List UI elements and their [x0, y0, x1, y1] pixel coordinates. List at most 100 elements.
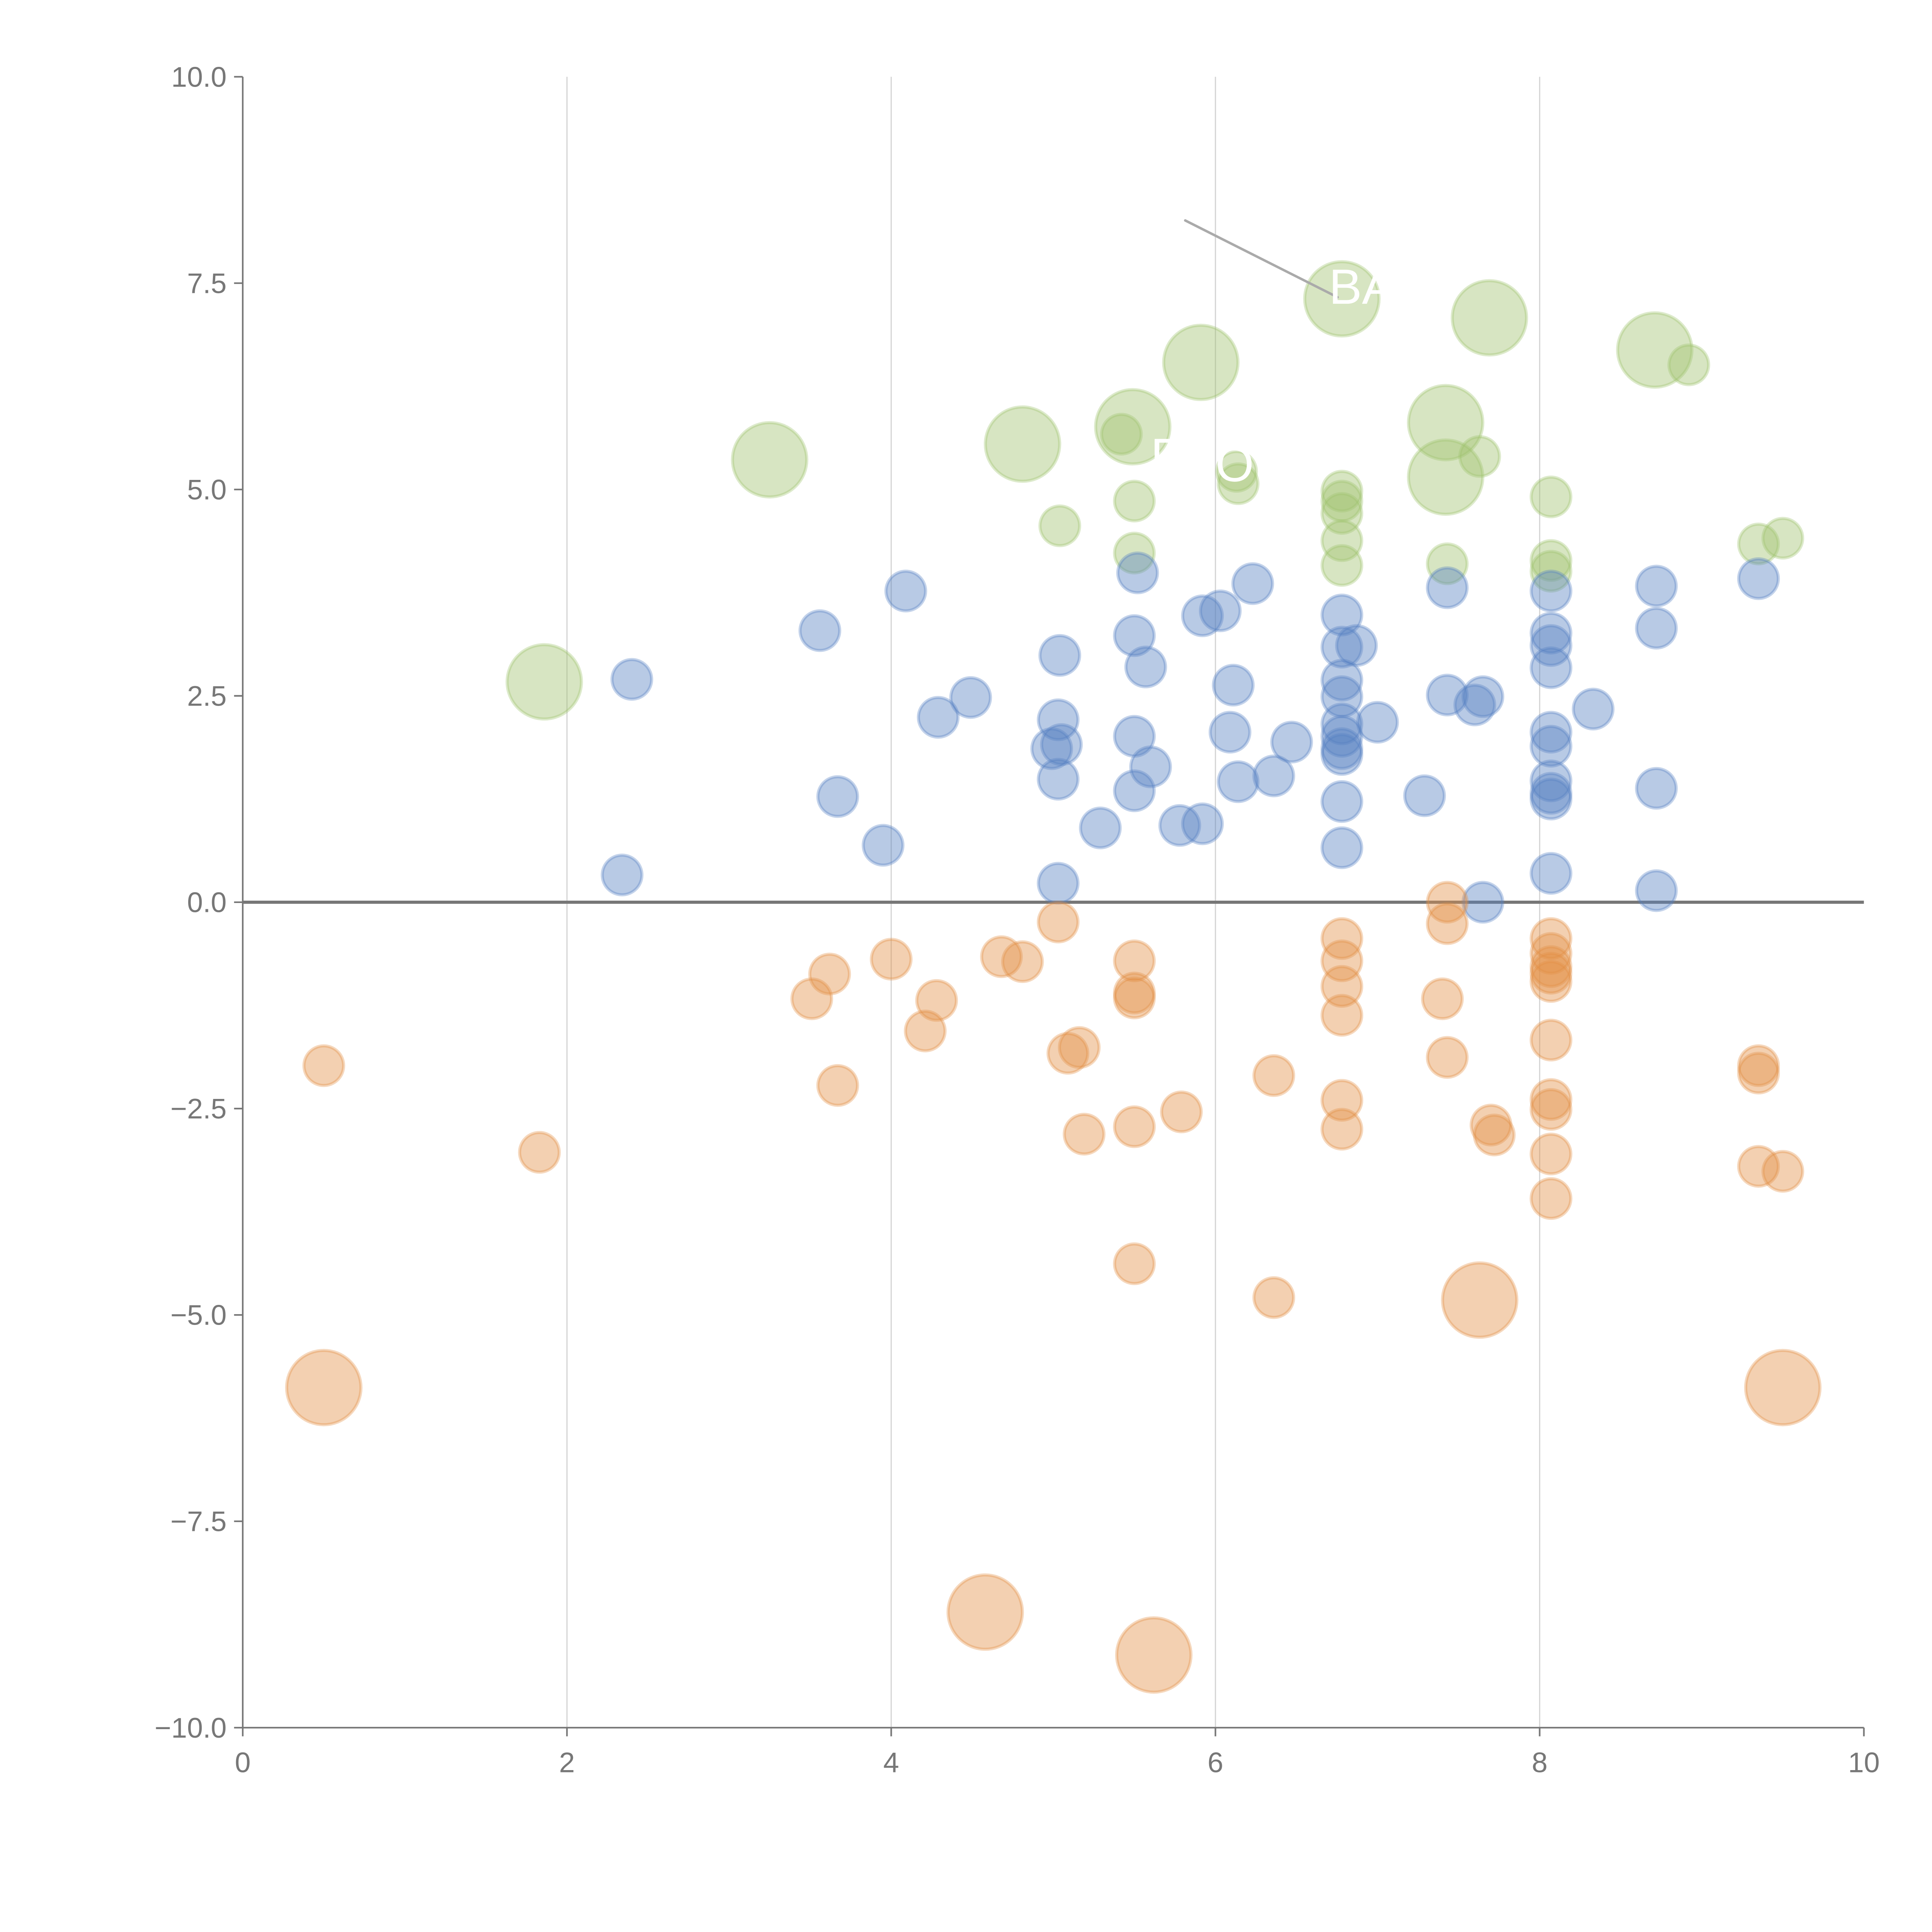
- y-tick-label: 2.5: [187, 680, 226, 712]
- data-point-orange: [1113, 1242, 1156, 1285]
- data-point-green: [1094, 388, 1172, 466]
- data-point-orange: [1441, 1261, 1519, 1339]
- data-point-blue: [949, 676, 992, 719]
- data-point-blue: [1037, 862, 1080, 905]
- data-point-green: [1216, 462, 1260, 505]
- data-point-green: [1529, 550, 1573, 593]
- data-point-blue: [1529, 852, 1573, 895]
- data-point-orange: [1473, 1114, 1516, 1156]
- data-point-blue: [1040, 723, 1083, 766]
- data-point-green: [731, 421, 808, 499]
- data-point-green: [1320, 544, 1364, 587]
- data-point-orange: [1529, 1019, 1573, 1061]
- data-point-orange: [904, 1009, 947, 1053]
- data-point-green: [505, 643, 583, 721]
- y-tick-label: 10.0: [171, 61, 226, 93]
- data-point-blue: [1426, 673, 1469, 717]
- data-point-blue: [1037, 758, 1080, 801]
- data-point-green: [1426, 542, 1469, 585]
- data-point-orange: [285, 1349, 363, 1427]
- data-point-blue: [600, 854, 644, 896]
- data-point-blue: [1181, 802, 1224, 845]
- y-tick-label: 7.5: [187, 267, 226, 299]
- data-point-orange: [1320, 965, 1364, 1008]
- data-point-orange: [1426, 881, 1469, 924]
- data-point-green: [1529, 475, 1573, 519]
- data-point-blue: [917, 696, 960, 739]
- data-point-blue: [1320, 702, 1364, 745]
- data-point-orange: [1058, 1026, 1101, 1069]
- data-point-green: [1320, 480, 1364, 523]
- data-point-blue: [1181, 594, 1224, 637]
- data-point-orange: [1063, 1112, 1105, 1156]
- data-point-green: [1162, 323, 1240, 401]
- data-point-blue: [1037, 698, 1080, 742]
- data-point-blue: [1212, 663, 1255, 707]
- data-point-orange: [1252, 1054, 1295, 1097]
- data-point-blue: [1320, 780, 1364, 823]
- data-point-green: [1761, 517, 1804, 560]
- data-point-blue: [1208, 711, 1252, 754]
- y-tick-label: 5.0: [187, 473, 226, 505]
- data-point-orange: [1320, 994, 1364, 1037]
- data-point-blue: [1335, 624, 1378, 667]
- data-point-orange: [1113, 939, 1156, 982]
- data-point-green: [1320, 469, 1364, 513]
- data-point-blue: [1320, 715, 1364, 758]
- data-point-green: [1100, 413, 1143, 456]
- data-point-orange: [1529, 932, 1573, 975]
- data-point-orange: [1115, 1616, 1193, 1694]
- data-point-orange: [1046, 1032, 1090, 1075]
- y-tick-label: −5.0: [170, 1299, 226, 1331]
- data-point-blue: [1529, 711, 1573, 754]
- data-point-blue: [1124, 645, 1167, 689]
- data-point-orange: [808, 952, 851, 996]
- data-point-orange: [302, 1044, 345, 1087]
- data-point-orange: [1529, 945, 1573, 988]
- data-point-orange: [1320, 939, 1364, 982]
- annotation-label: O: [1216, 437, 1254, 492]
- data-point-blue: [1635, 869, 1678, 912]
- data-point-orange: [1737, 1145, 1780, 1188]
- data-point-orange: [980, 935, 1023, 978]
- data-point-blue: [1158, 804, 1201, 847]
- data-point-blue: [1529, 646, 1573, 689]
- data-point-blue: [1356, 701, 1399, 744]
- data-point-blue: [1320, 626, 1364, 669]
- data-point-orange: [518, 1131, 561, 1174]
- data-point-blue: [1571, 687, 1615, 731]
- data-point-orange: [1469, 1104, 1513, 1147]
- data-point-blue: [1231, 562, 1274, 605]
- data-point-orange: [1320, 1108, 1364, 1151]
- y-tick-label: −10.0: [155, 1712, 227, 1744]
- annotation-label: BA: [1329, 259, 1395, 315]
- data-point-orange: [1529, 1133, 1573, 1175]
- data-point-blue: [1461, 881, 1505, 924]
- y-tick-label: −7.5: [170, 1505, 226, 1537]
- data-point-blue: [1529, 612, 1573, 655]
- data-point-blue: [1635, 565, 1678, 608]
- data-point-blue: [1199, 589, 1242, 633]
- data-point-green: [1215, 450, 1258, 493]
- x-tick-label: 6: [1208, 1747, 1223, 1779]
- data-point-green: [984, 405, 1061, 483]
- axes: 0 2 4 6 8 10 10.0 7.5 5.0 2.5 0.0 −2.5 −5.0 −7.5 −10.0: [155, 61, 1880, 1778]
- data-point-blue: [1216, 760, 1260, 803]
- data-point-orange: [1001, 940, 1044, 983]
- data-point-orange: [816, 1064, 859, 1107]
- data-point-green: [1320, 492, 1364, 535]
- data-point-blue: [1635, 607, 1678, 650]
- data-point-orange: [1529, 1078, 1573, 1121]
- data-point-green: [1303, 260, 1381, 338]
- x-tick-label: 0: [235, 1747, 251, 1779]
- data-point-orange: [790, 977, 833, 1020]
- data-point-blue: [1320, 675, 1364, 718]
- data-point-orange: [1426, 1036, 1469, 1079]
- data-point-blue: [1320, 733, 1364, 776]
- data-point-blue: [1320, 659, 1364, 702]
- data-point-blue: [1320, 594, 1364, 636]
- data-point-green: [1113, 532, 1156, 575]
- data-point-blue: [1529, 759, 1573, 803]
- data-point-blue: [1403, 774, 1446, 817]
